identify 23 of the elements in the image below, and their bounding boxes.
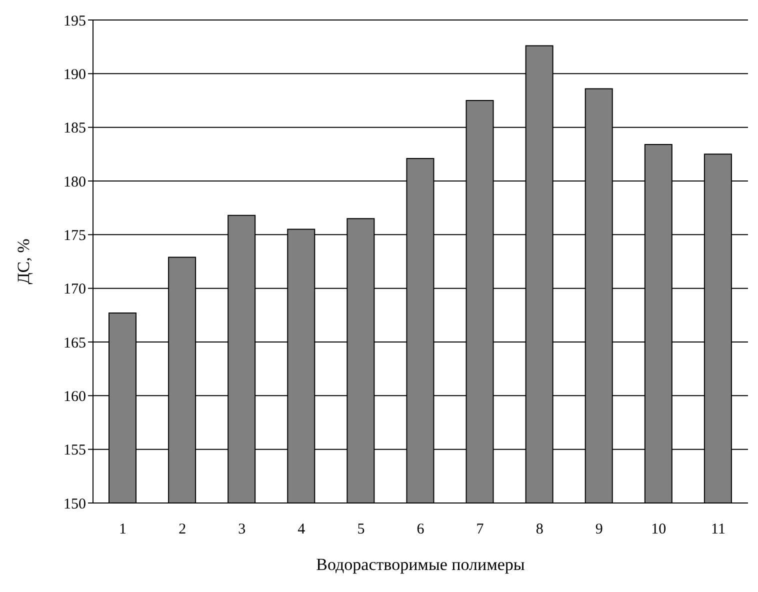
- x-axis-title: Водорастворимые полимеры: [316, 555, 526, 574]
- y-tick-label: 155: [64, 442, 86, 459]
- x-tick-label: 5: [357, 522, 365, 538]
- x-tick-label: 4: [298, 522, 306, 538]
- y-tick-label: 185: [64, 120, 86, 137]
- y-tick-label: 170: [64, 282, 86, 298]
- x-tick-label: 11: [711, 522, 726, 538]
- y-tick-label: 195: [64, 13, 86, 30]
- x-tick-label: 2: [178, 522, 186, 538]
- y-tick-label: 175: [64, 228, 86, 244]
- x-tick-label: 9: [595, 522, 603, 538]
- x-tick-label: 8: [536, 522, 544, 538]
- x-tick-label: 3: [238, 522, 246, 538]
- y-axis-title: ДС, %: [14, 238, 34, 284]
- x-tick-label: 6: [416, 522, 425, 538]
- y-tick-label: 190: [64, 66, 86, 83]
- y-tick-label: 165: [64, 335, 86, 352]
- x-tick-label: 1: [119, 522, 127, 538]
- y-tick-label: 150: [64, 496, 86, 512]
- y-tick-label: 180: [64, 174, 86, 190]
- x-tick-label: 10: [651, 522, 666, 538]
- x-tick-label: 7: [476, 522, 484, 538]
- y-tick-label: 160: [64, 388, 86, 405]
